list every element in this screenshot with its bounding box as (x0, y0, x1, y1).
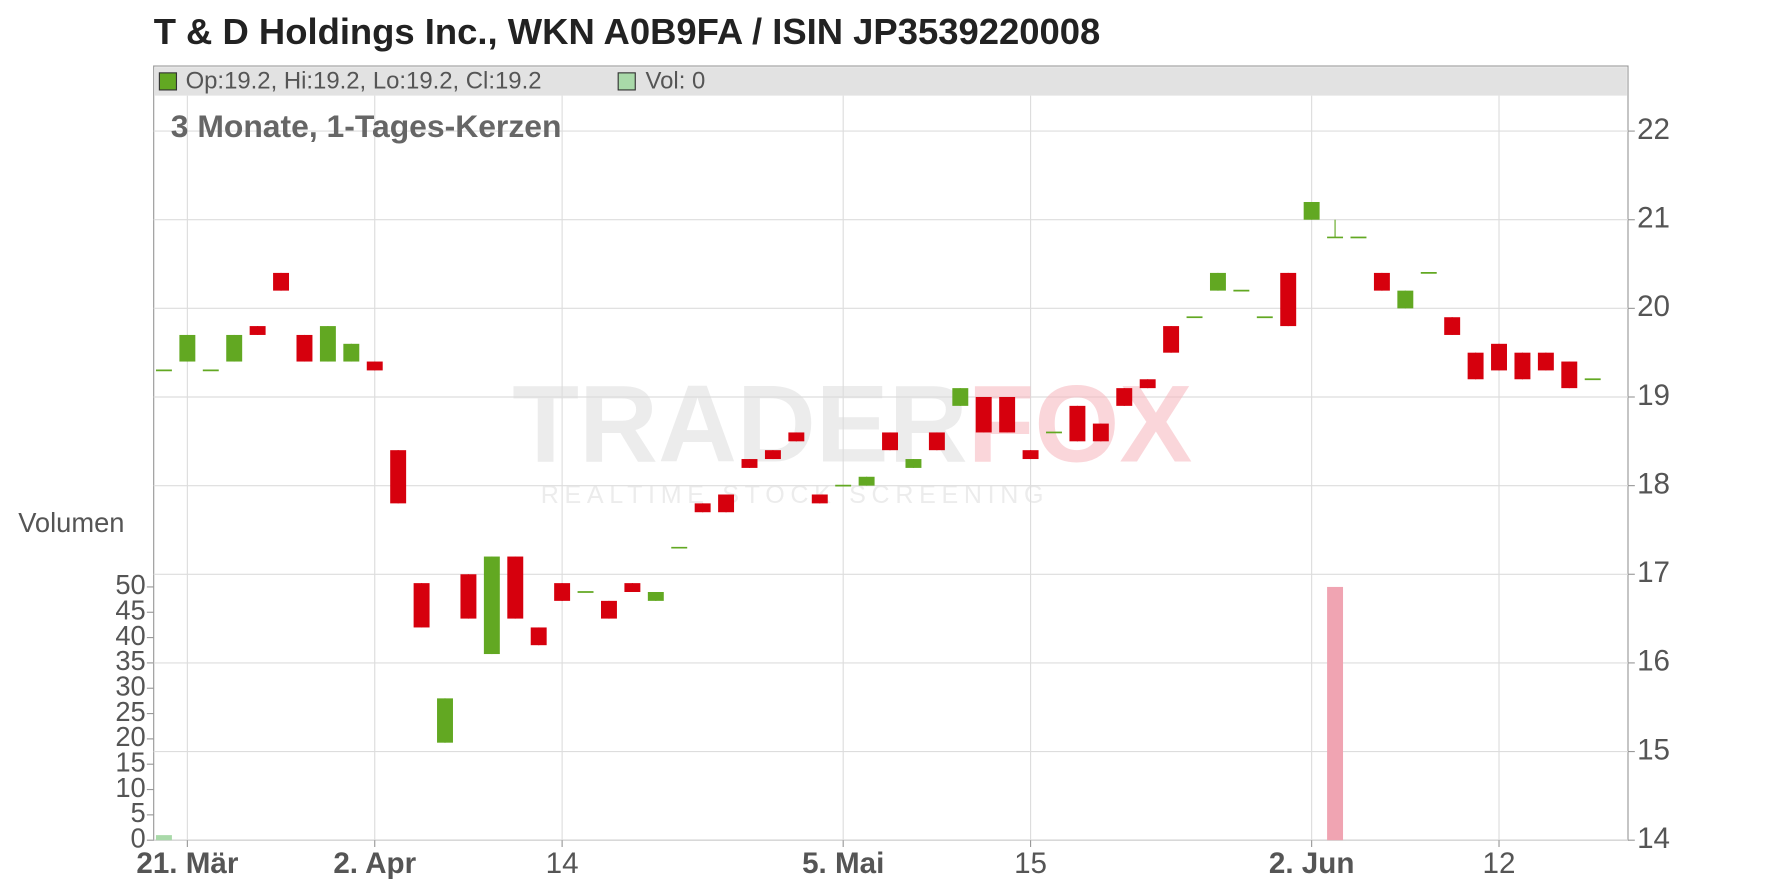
candle-body (1116, 388, 1133, 406)
candle-body (530, 627, 547, 646)
candle-body (1209, 272, 1226, 291)
candle-body (858, 476, 875, 486)
y-tick-label: 19 (1637, 379, 1670, 412)
x-tick-label: 14 (546, 847, 579, 880)
y2-tick-label: 5 (131, 797, 146, 828)
y2-tick-label: 30 (115, 670, 145, 701)
candle-body (179, 334, 196, 362)
y-tick-label: 16 (1637, 645, 1670, 678)
candle-body (296, 334, 313, 362)
y-tick-label: 17 (1637, 556, 1670, 589)
watermark-tagline: REALTIME STOCK SCREENING (541, 481, 1049, 509)
candle-body (1280, 272, 1297, 327)
volume-bar (155, 835, 172, 841)
y2-tick-label: 35 (115, 645, 145, 676)
y2-tick-label: 45 (115, 594, 145, 625)
candle-body (366, 361, 383, 371)
y2-tick-label: 10 (115, 772, 145, 803)
candle-body (460, 574, 477, 619)
volume-bar (1327, 586, 1344, 841)
candle-body (413, 583, 430, 628)
candle-body (882, 432, 899, 451)
y2-tick-label: 40 (115, 620, 145, 651)
candle-body (811, 494, 828, 504)
x-tick-label: 12 (1483, 847, 1516, 880)
watermark: TRADERFOX (512, 363, 1192, 485)
candle-body (390, 450, 407, 504)
candle-body (788, 432, 805, 442)
y2-tick-label: 15 (115, 746, 145, 777)
x-tick-label: 5. Mai (802, 847, 884, 880)
candle-body (1069, 405, 1086, 442)
chart-title: T & D Holdings Inc., WKN A0B9FA / ISIN J… (154, 11, 1101, 52)
candle-body (1092, 423, 1109, 442)
candle-body (319, 326, 336, 362)
y2-tick-label: 20 (115, 721, 145, 752)
candle-body (600, 600, 617, 619)
candle-body (718, 494, 735, 513)
candle-body (1373, 272, 1390, 291)
candle-body (1491, 343, 1507, 371)
candle-body (975, 396, 992, 433)
y2-tick-label: 25 (115, 696, 145, 727)
candle-body (483, 556, 500, 655)
candle-body (1022, 450, 1039, 460)
candle-body (249, 326, 266, 335)
y-tick-label: 18 (1637, 467, 1670, 500)
legend-strip (154, 67, 1627, 96)
legend-volume: Vol: 0 (646, 67, 706, 94)
candle-body (952, 388, 969, 406)
x-tick-label: 2. Apr (333, 847, 416, 880)
candle-body (437, 698, 453, 743)
candle-body (1561, 361, 1578, 389)
candle-body (1303, 201, 1320, 220)
candle-body (507, 556, 524, 619)
candle-body (1467, 352, 1484, 380)
x-tick-label: 15 (1014, 847, 1047, 880)
candle-body (273, 272, 290, 291)
y-tick-label: 21 (1637, 202, 1670, 235)
candle-body (741, 459, 758, 468)
subtitle: 3 Monate, 1-Tages-Kerzen (171, 108, 562, 144)
legend-ohlc: Op:19.2, Hi:19.2, Lo:19.2, Cl:19.2 (186, 67, 542, 94)
y-tick-label: 20 (1637, 290, 1670, 323)
x-tick-label: 2. Jun (1269, 847, 1355, 880)
volume-axis-label: Volumen (18, 507, 124, 538)
y2-tick-label: 0 (131, 822, 146, 853)
candle-body (226, 334, 243, 362)
y2-tick-label: 50 (115, 569, 145, 600)
legend-swatch (158, 72, 178, 91)
candle-body (694, 503, 711, 513)
candle-body (1444, 317, 1461, 335)
candle-body (1139, 379, 1156, 389)
candle-body (647, 592, 664, 601)
x-tick-label: 21. Mär (136, 847, 238, 880)
candle-body (343, 343, 360, 362)
candle-body (764, 450, 781, 460)
y-tick-label: 14 (1637, 822, 1670, 855)
candle-body (554, 583, 571, 601)
candle-body (928, 432, 945, 451)
candle-body (624, 583, 641, 592)
candle-body (999, 396, 1016, 433)
candle-body (1163, 326, 1180, 353)
candle-body (1397, 290, 1414, 309)
candle-body (1537, 352, 1554, 371)
legend-swatch (617, 72, 636, 91)
watermark-part: TRADER (512, 363, 967, 485)
candle-body (1514, 352, 1531, 380)
y-tick-label: 15 (1637, 733, 1670, 766)
candle-body (905, 459, 922, 468)
y-tick-label: 22 (1637, 113, 1670, 146)
